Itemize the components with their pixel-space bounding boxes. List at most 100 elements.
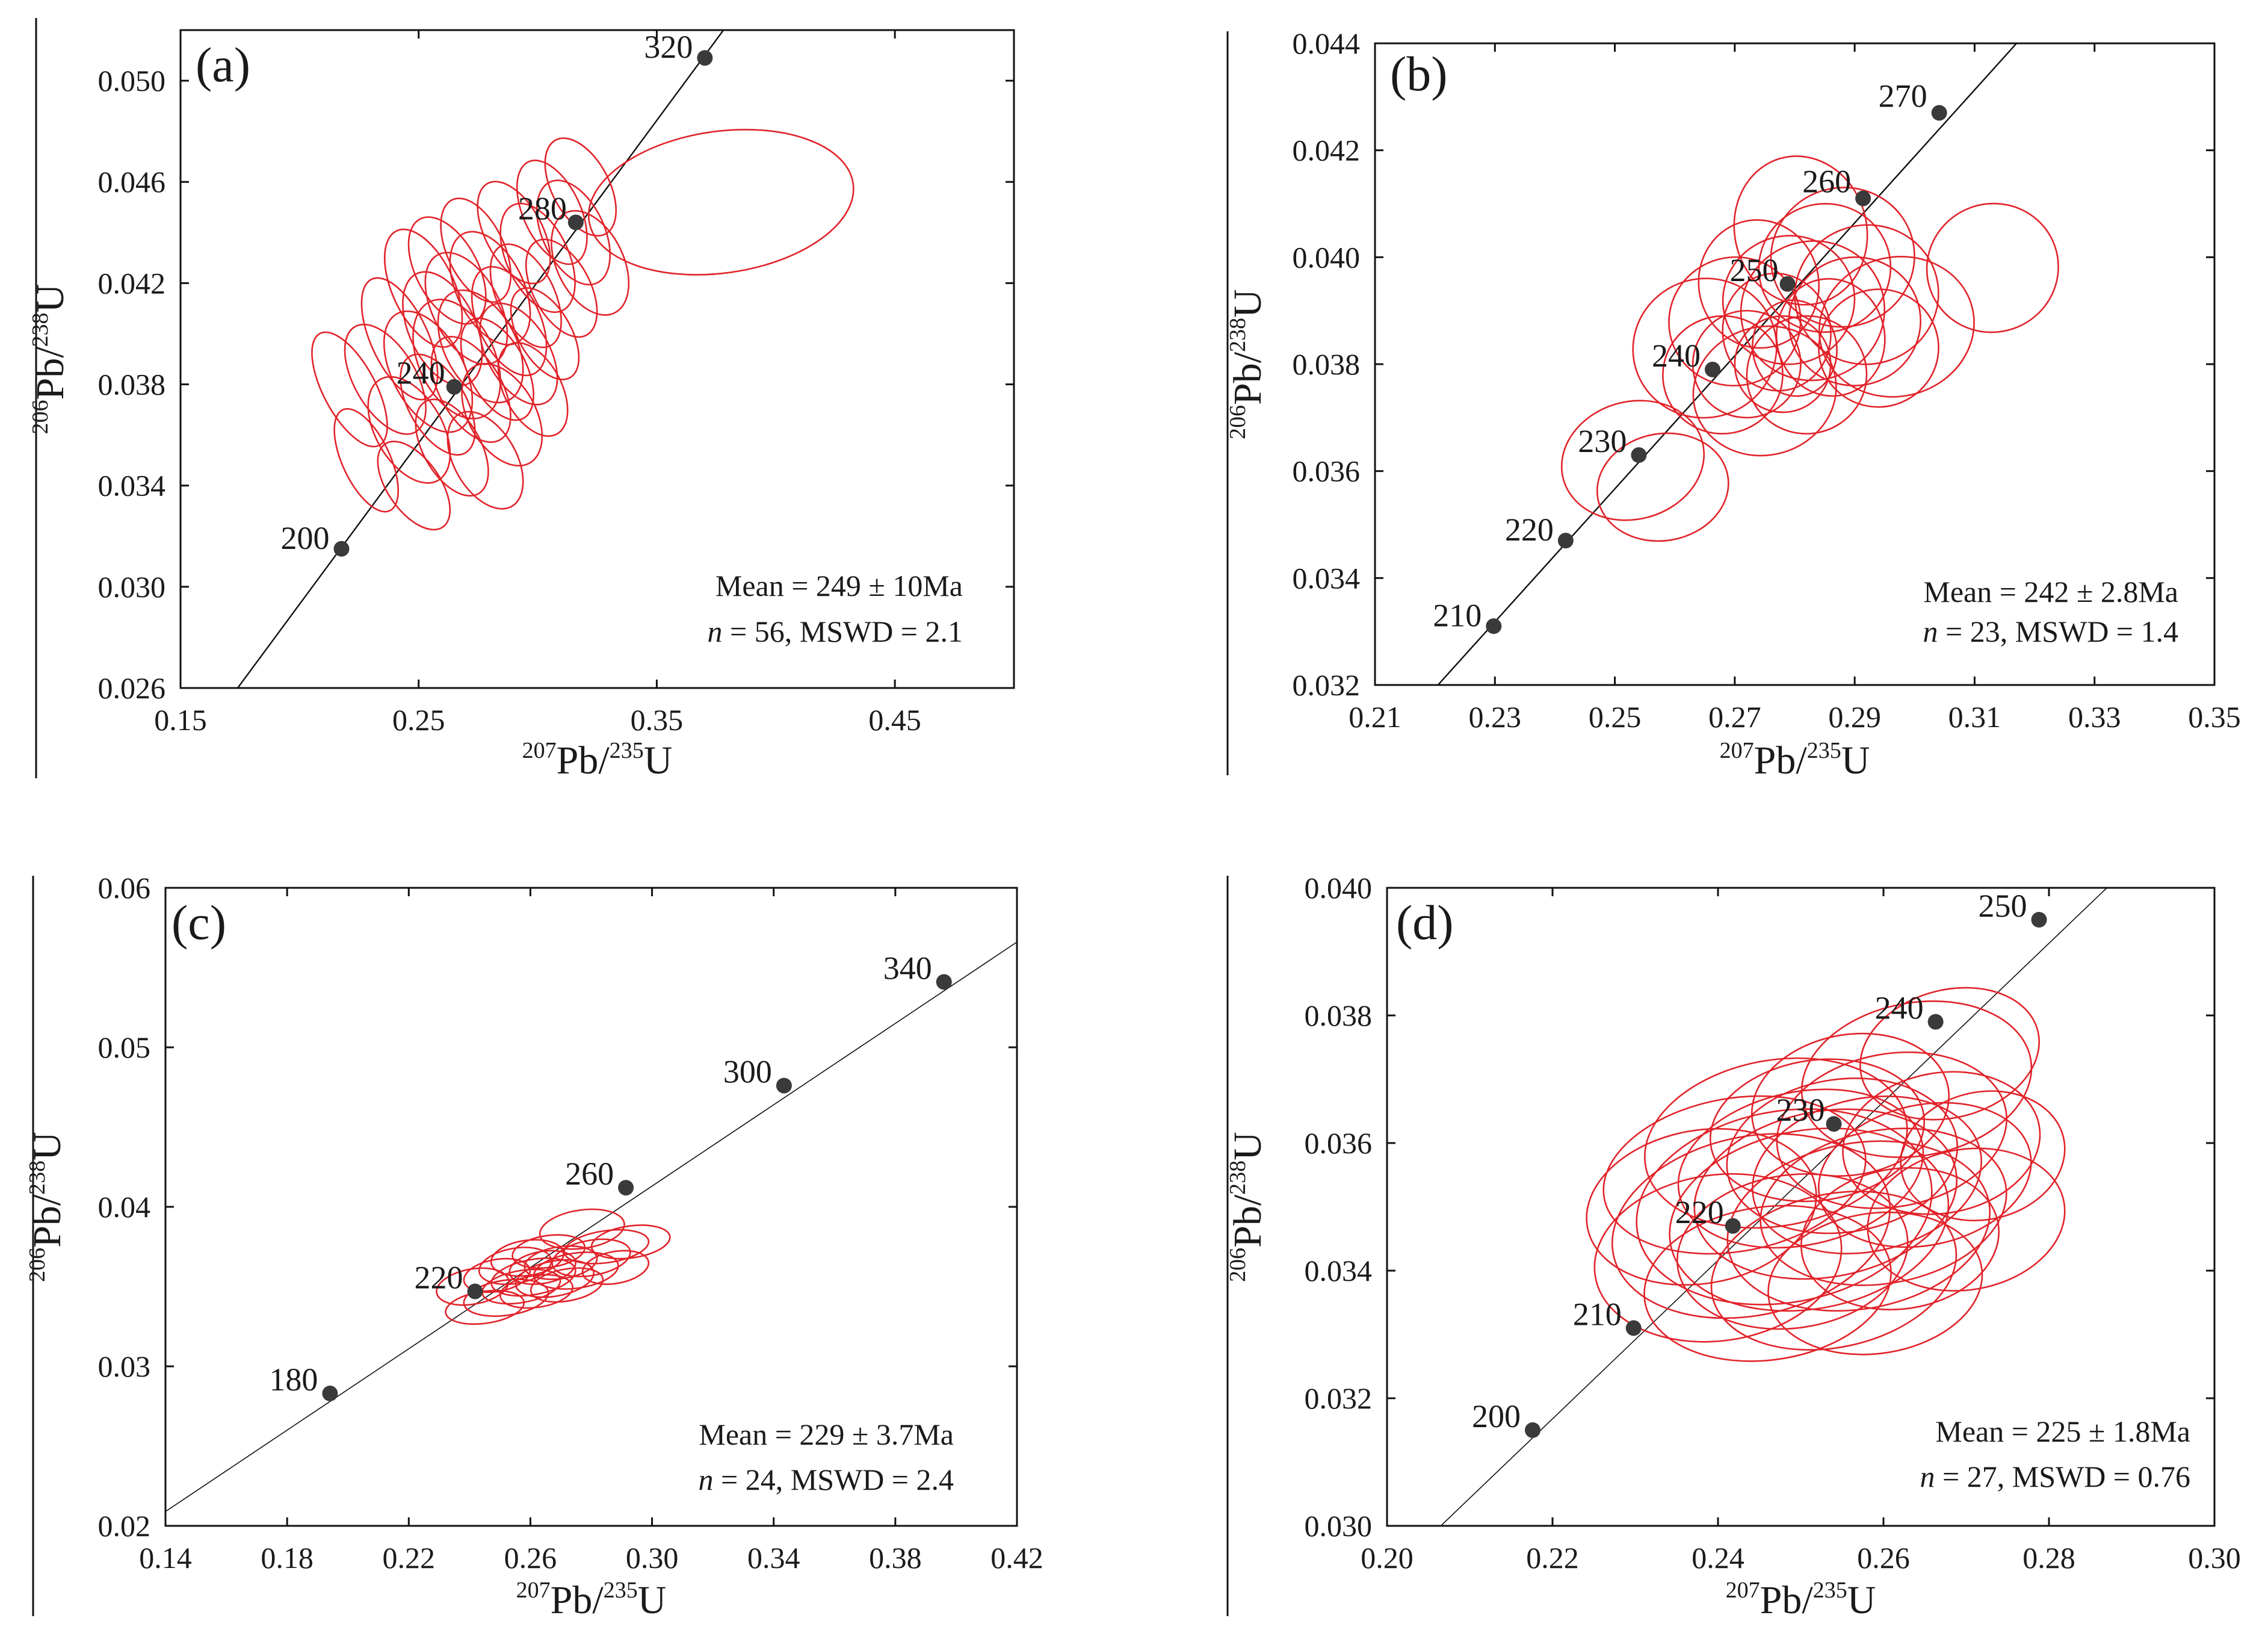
x-axis-ticks: 0.21 0.23 0.25 0.27 0.29 0.31 0.33 0.35	[1349, 43, 2241, 734]
x-tick-label: 0.22	[1526, 1541, 1579, 1575]
error-ellipses	[1560, 155, 2059, 542]
error-ellipse	[1900, 1090, 2066, 1222]
plot-content	[1437, 43, 2059, 685]
x-tick-label: 0.21	[1349, 700, 1401, 734]
y-axis-title: 206Pb/238U	[28, 284, 72, 435]
mean-age-annotation: Mean = 249 ± 10Ma	[715, 569, 963, 603]
concordia-age-label: 260	[565, 1156, 614, 1192]
y-tick-label: 0.042	[98, 266, 166, 300]
x-tick-label: 0.42	[990, 1541, 1043, 1575]
error-ellipse	[536, 179, 611, 286]
error-ellipse	[437, 289, 524, 404]
error-ellipse	[377, 441, 451, 531]
concordia-age-label: 220	[414, 1259, 463, 1295]
concordia-age-marker	[2031, 912, 2047, 928]
concordia-age-marker	[446, 379, 462, 395]
error-ellipse	[1602, 1095, 1867, 1255]
error-ellipse	[446, 411, 524, 510]
x-tick-label: 0.30	[626, 1541, 679, 1575]
x-tick-label: 0.29	[1828, 700, 1881, 734]
concordia-curve	[1437, 43, 2018, 685]
y-tick-label: 0.038	[1305, 999, 1373, 1032]
error-ellipse	[407, 216, 487, 325]
concordia-age-label: 250	[1730, 252, 1779, 288]
y-tick-label: 0.03	[98, 1349, 151, 1383]
concordia-age-marker	[1486, 618, 1502, 634]
error-ellipse	[383, 310, 474, 433]
concordia-curve	[165, 941, 1017, 1512]
concordia-age-marker	[776, 1077, 792, 1094]
error-ellipse	[563, 1229, 650, 1265]
error-ellipses	[1586, 987, 2066, 1362]
y-axis-ticks: 0.026 0.030 0.034 0.038 0.042 0.046 0.050	[98, 64, 1014, 705]
error-ellipse	[333, 407, 400, 513]
error-ellipse	[581, 1250, 650, 1285]
y-axis-title: 206Pb/238U	[1225, 1132, 1270, 1282]
concordia-age-points: 200 210 220 230 240 250	[1472, 888, 2047, 1438]
error-ellipse	[1611, 1133, 1891, 1319]
n-mswd-annotation: n = 23, MSWD = 1.4	[1923, 615, 2178, 648]
n-mswd-annotation: n = 27, MSWD = 0.76	[1920, 1460, 2190, 1493]
plot-area-frame	[1386, 887, 2216, 1527]
concordia-age-marker	[322, 1386, 338, 1402]
mean-age-annotation: Mean = 229 ± 3.7Ma	[699, 1418, 954, 1451]
y-tick-label: 0.030	[1305, 1509, 1373, 1543]
error-ellipse	[1867, 1147, 2066, 1292]
concordia-age-marker	[1855, 190, 1871, 206]
plot-content	[1440, 888, 2107, 1526]
x-axis-title: 207Pb/235U	[522, 738, 673, 782]
panel-letter: (a)	[196, 37, 250, 92]
error-ellipse	[461, 362, 543, 467]
y-tick-label: 0.02	[98, 1509, 151, 1543]
y-axis-title: 206Pb/238U	[1225, 289, 1270, 439]
y-tick-label: 0.026	[98, 671, 166, 705]
error-ellipse	[533, 1251, 619, 1290]
panel-c: 0.14 0.18 0.22 0.26 0.30 0.34 0.38 0.42 0.02 0.03…	[25, 871, 1043, 1622]
x-tick-label: 0.23	[1469, 700, 1522, 734]
plot-area-frame	[179, 29, 1015, 689]
panel-a: 0.15 0.25 0.35 0.45 0.026 0.030 0.034 0.038 0.04…	[28, 18, 1015, 782]
error-ellipses	[311, 128, 854, 531]
error-ellipse	[1722, 235, 1856, 365]
x-axis-title: 207Pb/235U	[1726, 1578, 1876, 1622]
concordia-curve	[237, 30, 725, 688]
error-ellipse	[1817, 1102, 2032, 1248]
concordia-age-label: 210	[1573, 1296, 1622, 1332]
concordia-age-marker	[1927, 1014, 1944, 1030]
x-tick-label: 0.22	[383, 1541, 436, 1575]
y-tick-label: 0.040	[1305, 871, 1373, 905]
x-tick-label: 0.26	[504, 1541, 557, 1575]
concordia-age-marker	[1557, 533, 1574, 549]
error-ellipse	[499, 202, 576, 313]
y-tick-label: 0.036	[1293, 454, 1361, 488]
error-ellipse	[1669, 1127, 1950, 1312]
y-axis-ticks: 0.02 0.03 0.04 0.05 0.06	[98, 871, 1017, 1543]
concordia-age-points: 200 240 280 320	[281, 29, 713, 557]
error-ellipse	[1752, 1095, 1982, 1254]
concordia-age-marker	[697, 50, 713, 66]
x-axis-title: 207Pb/235U	[516, 1578, 667, 1622]
error-ellipse	[1698, 219, 1820, 349]
error-ellipse	[1746, 315, 1868, 435]
x-tick-label: 0.14	[139, 1541, 192, 1575]
concordia-age-marker	[333, 541, 350, 557]
concordia-age-label: 250	[1979, 888, 2027, 924]
x-tick-label: 0.28	[2022, 1541, 2075, 1575]
x-axis-ticks: 0.14 0.18 0.22 0.26 0.30 0.34 0.38 0.42	[139, 888, 1043, 1575]
error-ellipse	[1794, 224, 1939, 365]
concordia-age-points: 180 220 260 300 340	[269, 950, 952, 1402]
x-tick-label: 0.25	[392, 703, 445, 737]
y-tick-label: 0.038	[98, 368, 166, 401]
y-tick-label: 0.030	[98, 570, 166, 604]
error-ellipse	[1859, 987, 2040, 1121]
error-ellipse	[497, 342, 569, 437]
error-ellipse	[1760, 1127, 2007, 1286]
x-tick-label: 0.24	[1692, 1541, 1744, 1575]
x-tick-label: 0.38	[869, 1541, 922, 1575]
error-ellipse	[1770, 187, 1915, 328]
error-ellipse	[1818, 288, 1939, 408]
y-tick-label: 0.044	[1293, 26, 1361, 60]
error-ellipse	[539, 1208, 625, 1250]
y-tick-label: 0.032	[1305, 1381, 1373, 1415]
